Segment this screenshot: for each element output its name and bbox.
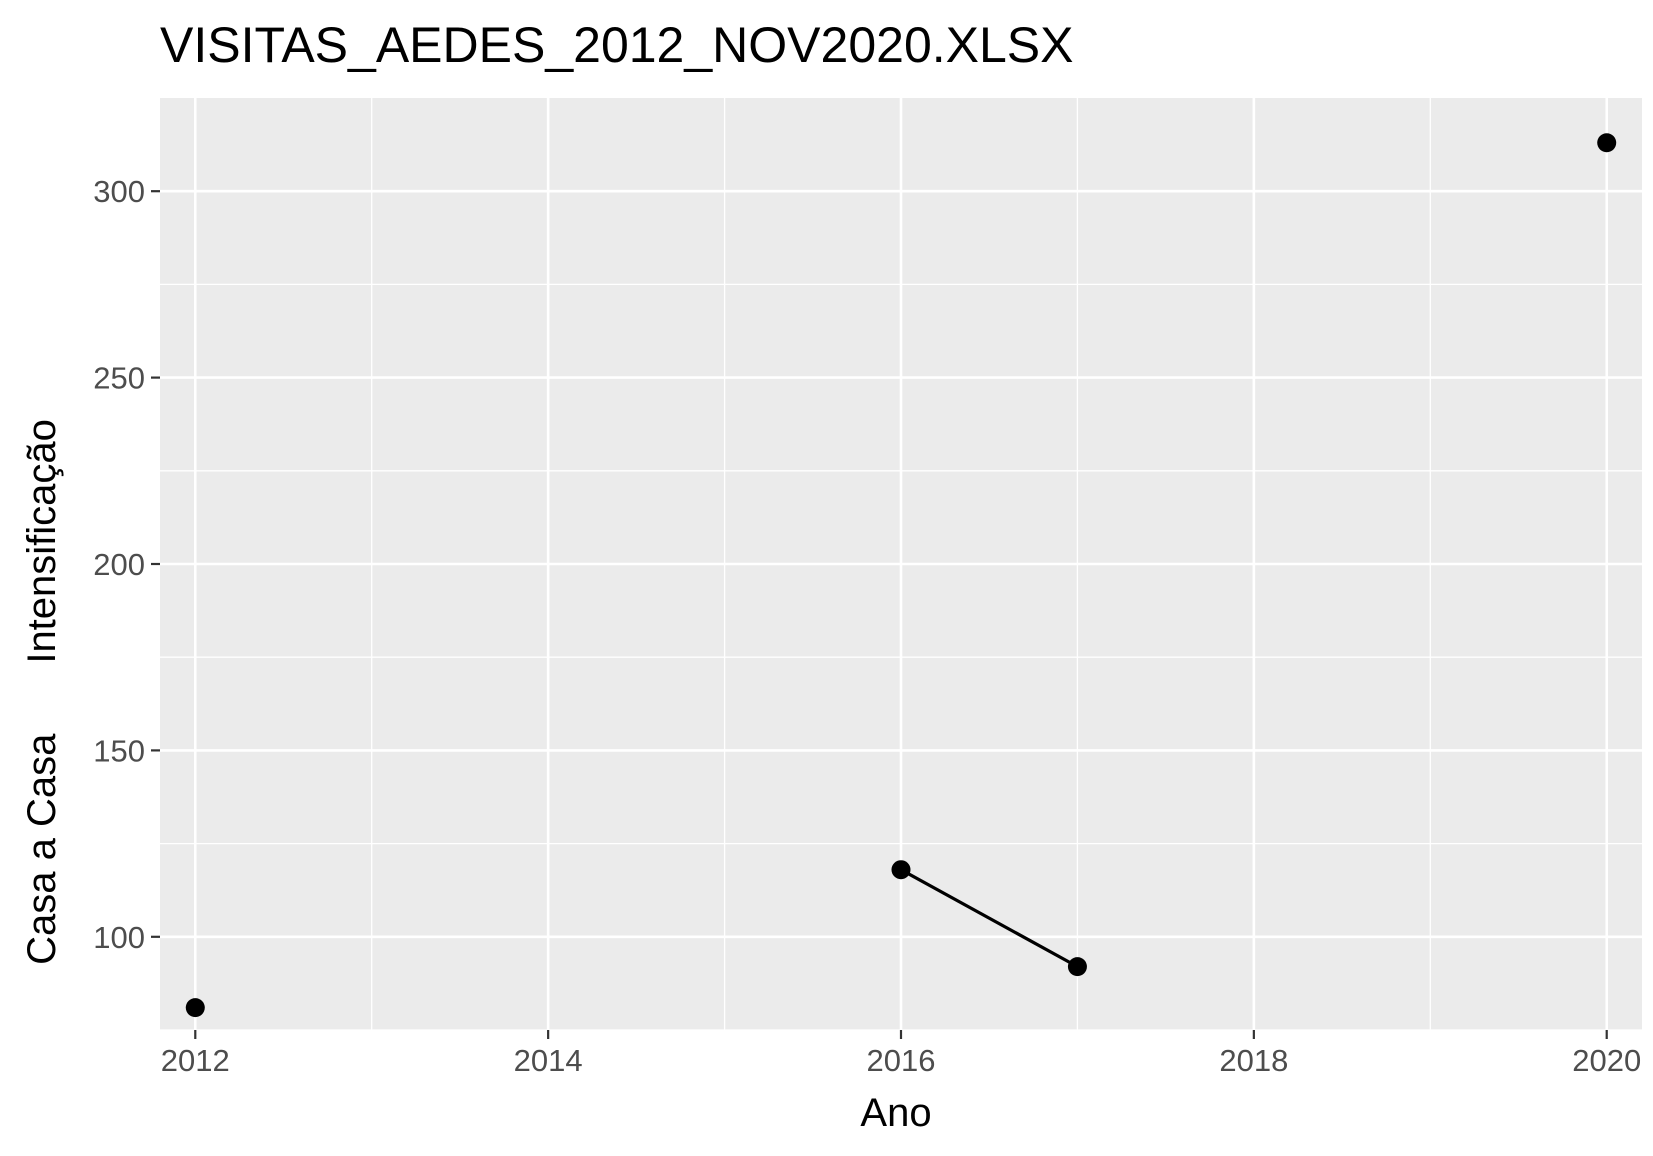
major-gridlines bbox=[160, 98, 1642, 1030]
y-axis-title: Casa a Casa Intensificação bbox=[20, 419, 64, 965]
x-tick-label: 2012 bbox=[161, 1043, 230, 1078]
y-tick-label: 200 bbox=[93, 547, 145, 582]
y-axis-title-line-2: Intensificação bbox=[20, 419, 64, 664]
series-lines bbox=[900, 868, 1079, 969]
data-point bbox=[1067, 957, 1087, 977]
data-point bbox=[891, 860, 911, 880]
data-point bbox=[1597, 133, 1617, 153]
y-axis-title-line-1: Casa a Casa bbox=[20, 733, 64, 965]
data-point bbox=[185, 998, 205, 1018]
x-tick-label: 2018 bbox=[1219, 1043, 1288, 1078]
series-points bbox=[185, 133, 1617, 1018]
x-tick-label: 2014 bbox=[514, 1043, 583, 1078]
x-axis-title: Ano bbox=[860, 1091, 931, 1135]
y-tick-label: 150 bbox=[93, 733, 145, 768]
x-tick-label: 2016 bbox=[867, 1043, 936, 1078]
x-tick-label: 2020 bbox=[1572, 1043, 1641, 1078]
y-tick-label: 250 bbox=[93, 361, 145, 396]
y-tick-label: 300 bbox=[93, 174, 145, 209]
series-line-segment bbox=[900, 868, 1079, 969]
chart-title: VISITAS_AEDES_2012_NOV2020.XLSX bbox=[160, 17, 1074, 73]
y-axis: 100 150 200 250 300 bbox=[93, 174, 160, 955]
y-tick-label: 100 bbox=[93, 920, 145, 955]
x-axis: 2012 2014 2016 2018 2020 bbox=[161, 1030, 1641, 1078]
